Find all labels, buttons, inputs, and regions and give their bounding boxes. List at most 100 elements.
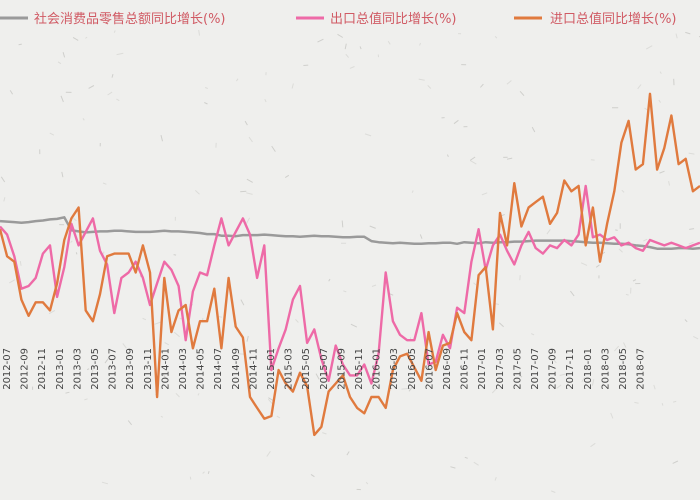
texture-speck (387, 40, 391, 45)
texture-speck (179, 317, 182, 320)
x-tick-label: 2014-09 (231, 348, 242, 390)
texture-speck (197, 393, 200, 396)
texture-speck (107, 91, 113, 96)
x-tick-label: 2012-11 (37, 348, 48, 390)
texture-speck (617, 365, 622, 367)
texture-speck (173, 331, 180, 338)
texture-speck (162, 373, 168, 380)
x-tick-label: 2017-09 (548, 348, 559, 390)
texture-speck (653, 384, 656, 390)
texture-speck (345, 53, 349, 58)
legend-label-retail: 社会消费品零售总额同比增长(%) (34, 11, 226, 27)
texture-speck (450, 466, 456, 469)
x-tick-label: 2012-07 (2, 348, 13, 390)
texture-speck (473, 461, 479, 466)
texture-speck (621, 189, 625, 193)
texture-speck (364, 133, 372, 137)
x-tick-label: 2013-11 (143, 348, 154, 390)
texture-speck (154, 321, 162, 325)
texture-speck (127, 420, 132, 426)
texture-speck (632, 279, 637, 282)
x-tick-label: 2017-05 (512, 348, 523, 390)
texture-speck (668, 180, 670, 186)
texture-speck (480, 83, 484, 88)
texture-speck (689, 228, 695, 230)
texture-speck (175, 392, 180, 398)
texture-speck (73, 217, 77, 222)
texture-speck (235, 78, 239, 82)
texture-speck (246, 335, 249, 342)
legend-label-export: 出口总值同比增长(%) (330, 11, 457, 27)
x-axis-tick-labels: 2012-07 2012-09 2012-11 2013-01 2013-03 2013-… (2, 348, 647, 390)
texture-speck (494, 477, 497, 481)
texture-speck (491, 388, 497, 394)
texture-speck (202, 471, 205, 474)
texture-speck (580, 262, 588, 266)
x-tick-label: 2015-09 (336, 348, 347, 390)
legend-item-export: 出口总值同比增长(%) (296, 11, 457, 27)
texture-speck (618, 248, 623, 253)
texture-speck (659, 170, 665, 174)
texture-speck (116, 52, 124, 56)
texture-speck (473, 282, 477, 286)
texture-speck (590, 442, 596, 448)
texture-speck (49, 132, 55, 136)
texture-speck (165, 365, 169, 370)
texture-speck (419, 42, 421, 46)
legend-item-import: 进口总值同比增长(%) (514, 11, 677, 27)
x-tick-label: 2017-01 (477, 348, 488, 390)
texture-speck (244, 120, 248, 126)
texture-speck (344, 43, 347, 50)
texture-speck (86, 368, 90, 371)
texture-speck (581, 377, 586, 382)
texture-speck (104, 358, 109, 364)
texture-speck (570, 290, 575, 297)
texture-speck (559, 373, 567, 376)
texture-speck (591, 379, 595, 386)
texture-speck (0, 176, 6, 183)
texture-speck (337, 33, 344, 38)
texture-speck (271, 145, 276, 152)
texture-speck (469, 156, 476, 161)
texture-speck (369, 225, 376, 229)
x-tick-label: 2013-05 (90, 348, 101, 390)
texture-speck (685, 31, 691, 35)
texture-speck (446, 154, 449, 158)
texture-speck (122, 343, 127, 349)
texture-speck (248, 136, 253, 143)
texture-speck (310, 473, 315, 478)
texture-speck (684, 319, 688, 323)
texture-speck (637, 84, 642, 90)
texture-speck (204, 102, 208, 105)
texture-speck (506, 157, 513, 160)
texture-speck (116, 98, 120, 102)
x-tick-label: 2018-07 (636, 348, 647, 390)
texture-speck (3, 197, 6, 202)
texture-speck (284, 174, 290, 179)
texture-speck (84, 398, 88, 401)
texture-speck (693, 335, 699, 340)
texture-speck (349, 66, 355, 69)
legend-label-import: 进口总值同比增长(%) (550, 11, 677, 27)
texture-speck (9, 90, 14, 95)
texture-speck (9, 279, 15, 284)
x-tick-label: 2015-03 (284, 348, 295, 390)
x-tick-label: 2014-11 (248, 348, 259, 390)
texture-speck (164, 342, 170, 346)
texture-speck (530, 333, 535, 336)
texture-speck (645, 45, 653, 50)
texture-speck (291, 83, 294, 89)
texture-speck (142, 317, 147, 321)
texture-speck (276, 415, 281, 419)
texture-speck (688, 152, 695, 155)
texture-speck (614, 345, 620, 352)
texture-speck (240, 299, 245, 306)
texture-speck (41, 374, 44, 380)
texture-speck (75, 252, 78, 255)
x-tick-label: 2017-03 (495, 348, 506, 390)
x-tick-label: 2013-01 (55, 348, 66, 390)
x-tick-label: 2015-01 (266, 348, 277, 390)
x-tick-label: 2014-01 (160, 348, 171, 390)
texture-speck (464, 456, 468, 459)
x-tick-label: 2013-09 (125, 348, 136, 390)
